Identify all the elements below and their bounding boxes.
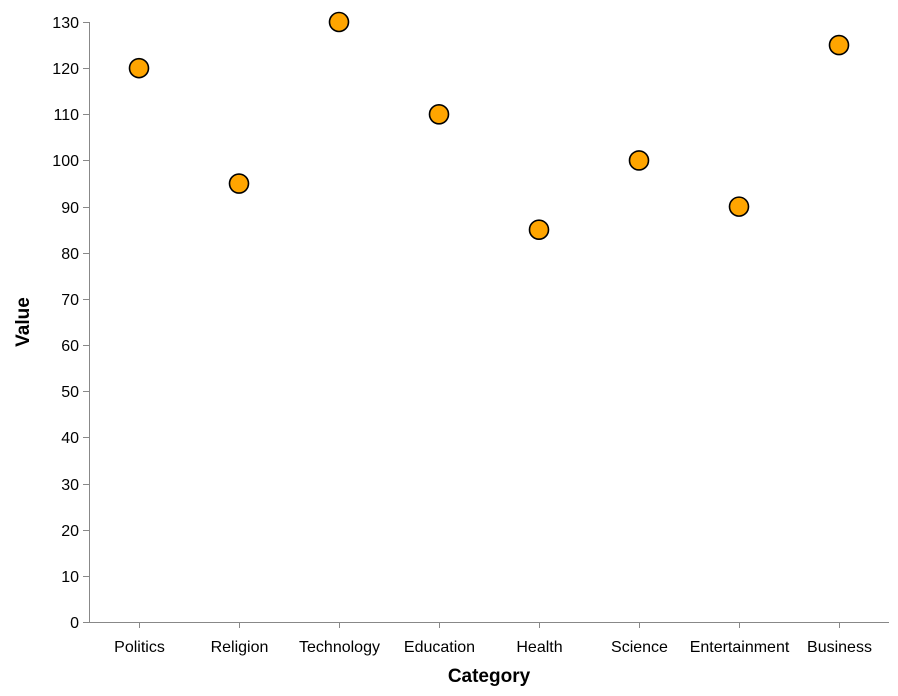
y-tick-label: 80 xyxy=(61,246,79,263)
y-tick-label: 100 xyxy=(52,153,79,170)
y-tick-label: 50 xyxy=(61,384,79,401)
x-tick-label: Politics xyxy=(114,639,165,656)
y-tick-label: 120 xyxy=(52,61,79,78)
y-axis: 0 10 20 30 40 50 60 70 80 90 100 110 120 130 xyxy=(52,15,90,632)
y-tick-label: 10 xyxy=(61,569,79,586)
x-tick-label: Business xyxy=(807,639,872,656)
x-tick-label: Health xyxy=(516,639,562,656)
x-tick-label: Technology xyxy=(299,639,380,656)
y-tick-label: 20 xyxy=(61,523,79,540)
data-points xyxy=(128,11,850,240)
x-tick-label: Entertainment xyxy=(690,639,790,656)
data-point-technology xyxy=(328,11,350,33)
data-point-politics xyxy=(128,57,150,79)
y-axis-title: Value xyxy=(13,297,34,347)
y-tick-label: 70 xyxy=(61,292,79,309)
x-tick-label: Education xyxy=(404,639,475,656)
x-axis-title: Category xyxy=(448,666,531,687)
x-tick-label: Religion xyxy=(211,639,269,656)
x-axis: Politics Religion Technology Education Healt… xyxy=(89,622,889,656)
y-tick-label: 0 xyxy=(70,615,79,632)
y-tick-label: 60 xyxy=(61,338,79,355)
data-point-health xyxy=(528,219,550,240)
y-tick-label: 30 xyxy=(61,477,79,494)
data-point-science xyxy=(628,150,650,171)
y-tick-label: 110 xyxy=(53,107,79,124)
y-tick-label: 130 xyxy=(52,15,79,32)
y-tick-label: 90 xyxy=(61,200,79,217)
x-tick-label: Science xyxy=(611,639,668,656)
data-point-business xyxy=(828,34,850,56)
data-point-religion xyxy=(228,173,250,194)
data-point-education xyxy=(428,104,450,125)
data-point-entertainment xyxy=(728,196,750,217)
y-tick-label: 40 xyxy=(61,430,79,447)
